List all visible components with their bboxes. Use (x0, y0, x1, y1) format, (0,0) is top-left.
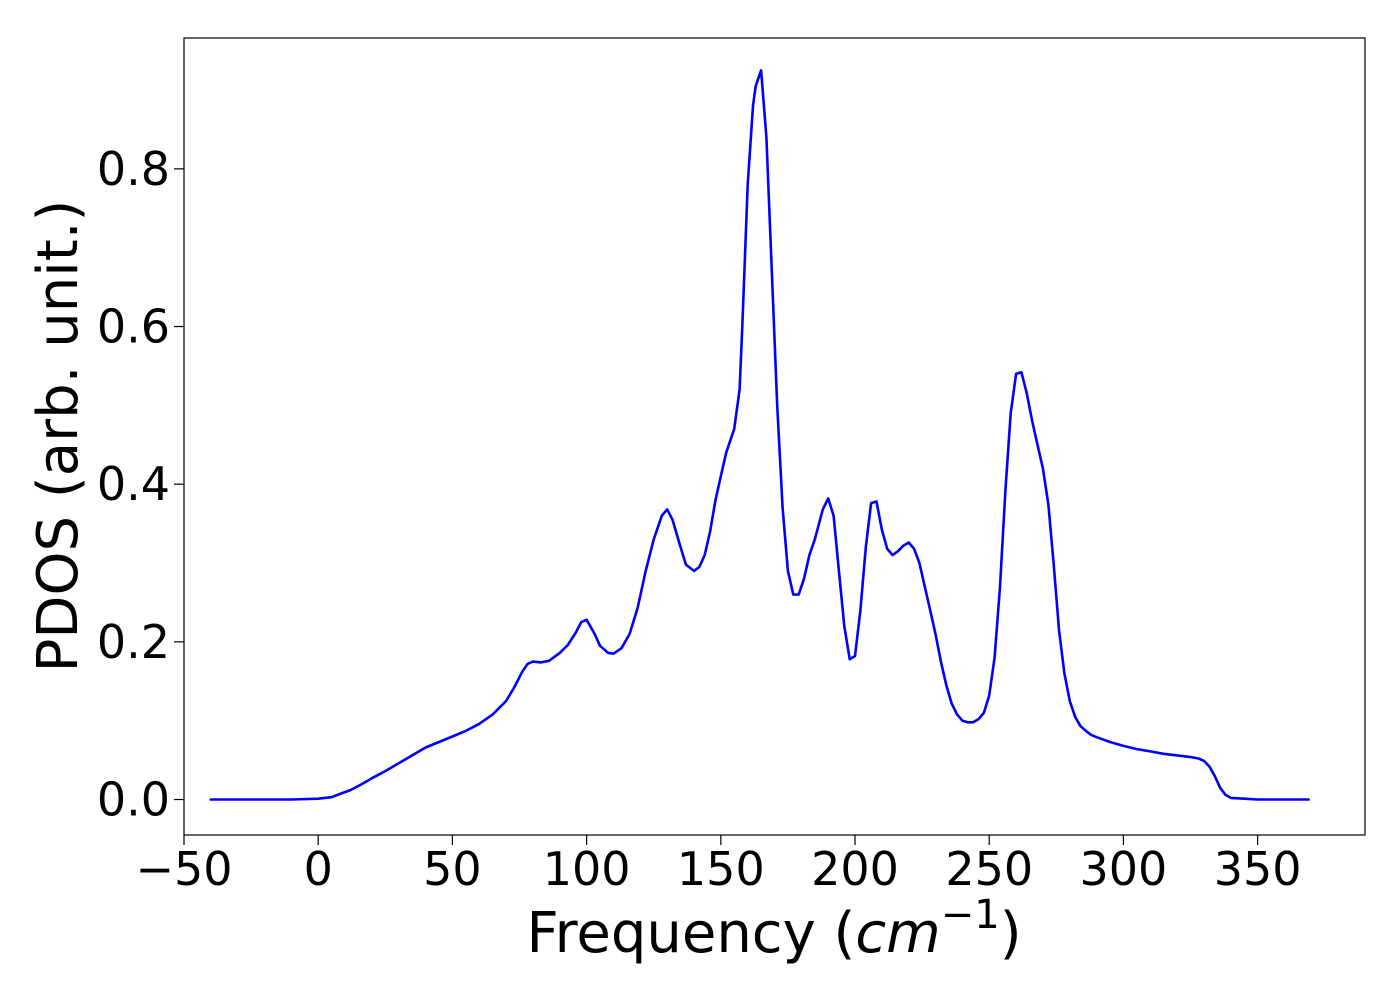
y-tick-label: 0.4 (97, 457, 170, 511)
x-axis-label: Frequency (cm−1) (526, 892, 1021, 966)
x-tick-label: 250 (945, 842, 1033, 896)
x-tick-label: 350 (1214, 842, 1302, 896)
x-axis-label-main: Frequency ( (526, 901, 855, 966)
series-layer (209, 69, 1310, 801)
y-tick-label: 0.2 (97, 615, 170, 669)
x-axis-label-close: ) (1000, 901, 1022, 966)
plot-frame (183, 37, 1366, 836)
y-tick-label: 0.8 (97, 142, 170, 196)
x-tick-label: 200 (811, 842, 899, 896)
pdos-series-line (209, 69, 1310, 801)
x-axis-label-exponent: −1 (941, 892, 1000, 938)
x-tick-label: 0 (304, 842, 333, 896)
x-tick-label: 300 (1080, 842, 1168, 896)
x-tick-label: 50 (423, 842, 482, 896)
x-tick-label: 150 (677, 842, 765, 896)
x-tick-label: −50 (135, 842, 232, 896)
x-axis-label-unit: cm (855, 901, 940, 966)
y-axis-label: PDOS (arb. unit.) (26, 200, 91, 673)
y-axis-ticks: 0.0 0.2 0.4 0.6 0.8 (97, 142, 184, 827)
y-tick-label: 0.6 (97, 300, 170, 354)
x-axis-ticks: −50 0 50 100 150 200 250 300 350 (135, 835, 1302, 896)
x-tick-label: 100 (543, 842, 631, 896)
y-tick-label: 0.0 (97, 773, 170, 827)
